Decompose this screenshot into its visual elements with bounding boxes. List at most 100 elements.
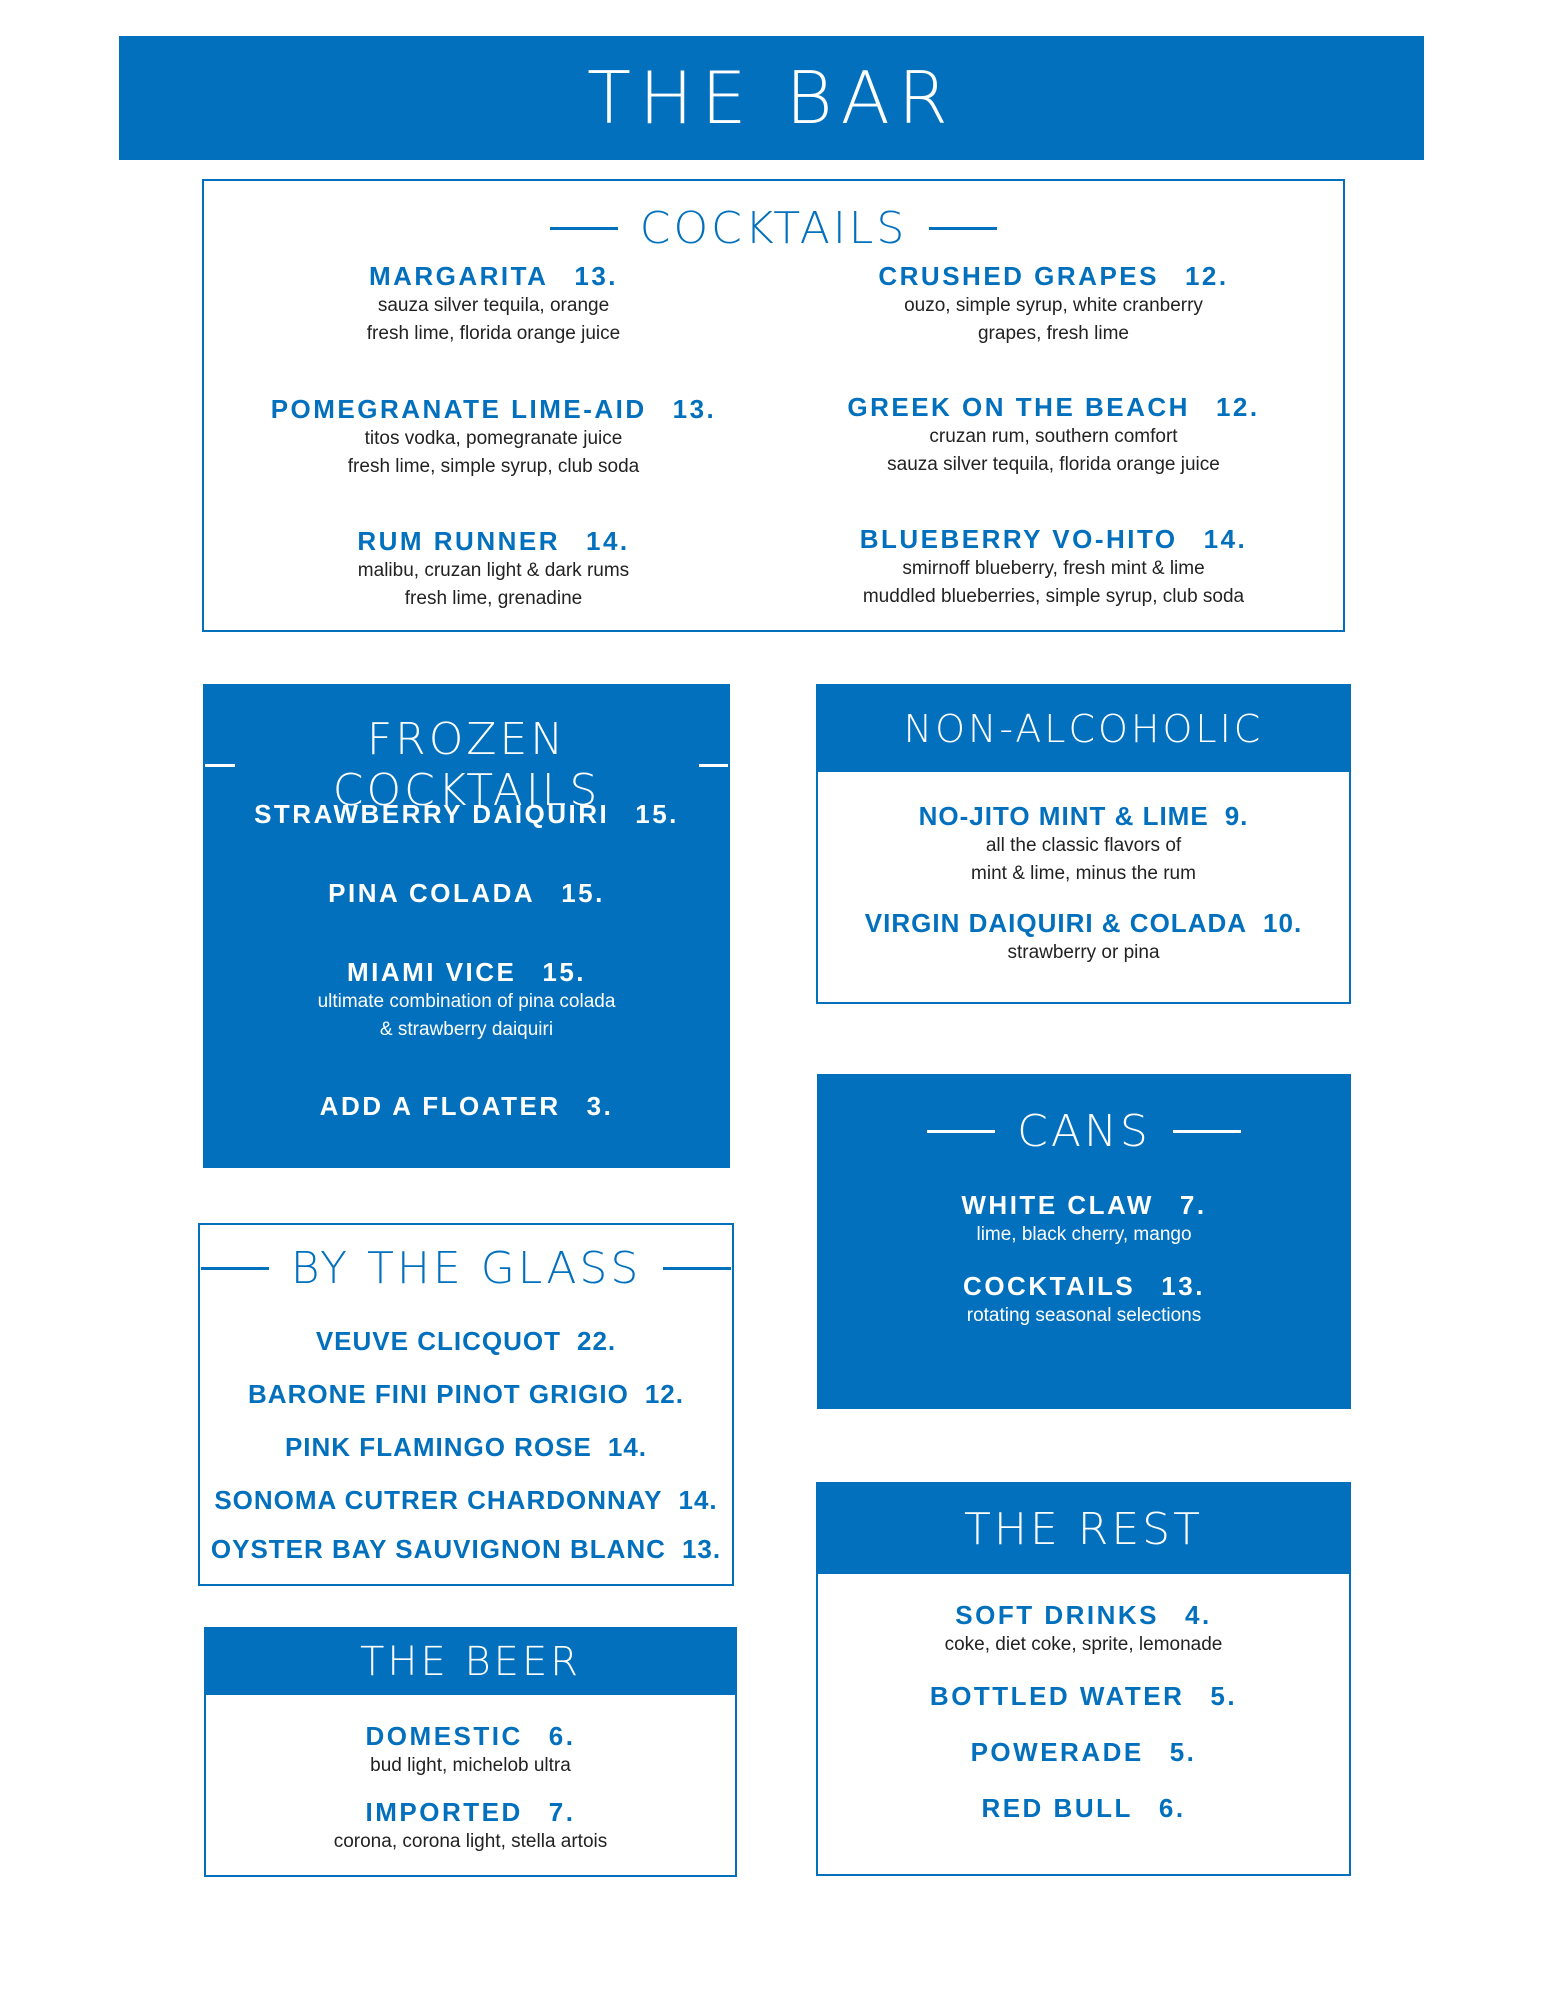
- item-name: IMPORTED: [365, 1797, 523, 1827]
- item-name: RUM RUNNER: [357, 526, 560, 556]
- item-price: 15.: [561, 878, 605, 908]
- item-name: WHITE CLAW: [961, 1190, 1154, 1220]
- item-name: BARONE FINI PINOT GRIGIO: [248, 1379, 629, 1409]
- section-title: BY THE GLASS: [290, 1243, 642, 1294]
- menu-item: OYSTER BAY SAUVIGNON BLANC 13.: [200, 1533, 732, 1565]
- divider: [698, 763, 729, 767]
- menu-item: MIAMI VICE 15. ultimate combination of pin…: [205, 956, 728, 1044]
- item-description: rotating seasonal selections: [966, 1305, 1202, 1326]
- item-price: 10.: [1263, 908, 1303, 938]
- menu-item: PINK FLAMINGO ROSE 14.: [200, 1431, 732, 1463]
- item-description: malibu, cruzan light & dark rums: [357, 560, 630, 581]
- item-description: ouzo, simple syrup, white cranberry: [904, 295, 1203, 316]
- menu-item: BLUEBERRY VO-HITO 14. smirnoff blueberry, …: [764, 523, 1343, 611]
- the-rest-section: THE REST SOFT DRINKS 4. coke, diet coke, s…: [816, 1482, 1351, 1876]
- section-title: THE REST: [964, 1503, 1203, 1555]
- item-name: POMEGRANATE LIME-AID: [270, 394, 647, 424]
- item-description: fresh lime, florida orange juice: [366, 323, 621, 344]
- item-name: MARGARITA: [368, 261, 549, 291]
- item-description: all the classic flavors of: [985, 835, 1182, 856]
- divider: [1172, 1130, 1241, 1133]
- item-description: & strawberry daiquiri: [379, 1019, 554, 1040]
- item-price: 13.: [672, 394, 717, 424]
- menu-item: PINA COLADA 15.: [205, 877, 728, 909]
- menu-item: RUM RUNNER 14. malibu, cruzan light & dark…: [204, 525, 783, 613]
- menu-item: GREEK ON THE BEACH 12. cruzan rum, souther…: [764, 391, 1343, 479]
- item-price: 12.: [1184, 261, 1229, 291]
- item-name: GREEK ON THE BEACH: [847, 392, 1190, 422]
- menu-item: IMPORTED 7. corona, corona light, stella a…: [206, 1796, 735, 1856]
- item-description: sauza silver tequila, florida orange jui…: [887, 454, 1220, 475]
- header-banner: THE BAR: [119, 36, 1424, 160]
- item-name: BOTTLED WATER: [929, 1681, 1185, 1711]
- item-price: 5.: [1169, 1737, 1197, 1767]
- menu-item: NO-JITO MINT & LIME 9. all the classic fla…: [818, 800, 1349, 888]
- menu-item: COCKTAILS 13. rotating seasonal selections: [819, 1270, 1349, 1330]
- item-price: 13.: [1161, 1271, 1205, 1301]
- item-description: titos vodka, pomegranate juice: [364, 428, 623, 449]
- divider: [205, 763, 235, 767]
- menu-item: SONOMA CUTRER CHARDONNAY 14.: [200, 1484, 732, 1516]
- item-description: fresh lime, simple syrup, club soda: [347, 456, 640, 477]
- menu-item: RED BULL 6.: [818, 1792, 1349, 1824]
- divider: [927, 1130, 996, 1133]
- item-name: ADD A FLOATER: [319, 1091, 561, 1121]
- item-price: 6.: [1158, 1793, 1186, 1823]
- item-description: coke, diet coke, sprite, lemonade: [944, 1634, 1223, 1655]
- item-price: 4.: [1185, 1600, 1212, 1630]
- item-description: corona, corona light, stella artois: [333, 1831, 608, 1852]
- item-price: 14.: [586, 526, 630, 556]
- item-description: muddled blueberries, simple syrup, club …: [862, 586, 1245, 607]
- section-title: COCKTAILS: [639, 203, 908, 254]
- item-price: 13.: [681, 1534, 722, 1564]
- divider: [663, 1267, 732, 1270]
- item-price: 9.: [1224, 801, 1249, 831]
- item-name: OYSTER BAY SAUVIGNON BLANC: [210, 1534, 666, 1564]
- item-description: ultimate combination of pina colada: [317, 991, 616, 1012]
- item-price: 14.: [1203, 524, 1248, 554]
- item-name: VIRGIN DAIQUIRI & COLADA: [864, 908, 1248, 938]
- menu-item: CRUSHED GRAPES 12. ouzo, simple syrup, whi…: [764, 260, 1343, 348]
- cans-section: CANS WHITE CLAW 7. lime, black cherry, man…: [817, 1074, 1351, 1409]
- menu-item: STRAWBERRY DAIQUIRI 15.: [205, 798, 728, 830]
- menu-item: SOFT DRINKS 4. coke, diet coke, sprite, le…: [818, 1599, 1349, 1659]
- beer-section: THE BEER DOMESTIC 6. bud light, michelob u…: [204, 1627, 737, 1877]
- item-description: fresh lime, grenadine: [404, 588, 583, 609]
- item-price: 15.: [635, 799, 679, 829]
- section-title: CANS: [1017, 1106, 1151, 1157]
- item-price: 12.: [1215, 392, 1260, 422]
- item-price: 6.: [548, 1721, 576, 1751]
- item-name: BLUEBERRY VO-HITO: [859, 524, 1178, 554]
- menu-item: VEUVE CLICQUOT 22.: [200, 1325, 732, 1357]
- divider: [200, 1267, 269, 1270]
- item-name: MIAMI VICE: [346, 957, 517, 987]
- item-name: PINA COLADA: [328, 878, 536, 908]
- item-name: CRUSHED GRAPES: [878, 261, 1159, 291]
- item-name: SOFT DRINKS: [955, 1600, 1160, 1630]
- item-name: SONOMA CUTRER CHARDONNAY: [214, 1485, 663, 1515]
- menu-item: MARGARITA 13. sauza silver tequila, orange…: [204, 260, 783, 348]
- item-name: NO-JITO MINT & LIME: [918, 801, 1209, 831]
- menu-item: VIRGIN DAIQUIRI & COLADA 10. strawberry or…: [818, 907, 1349, 967]
- non-alcoholic-section: NON-ALCOHOLIC NO-JITO MINT & LIME 9. all t…: [816, 684, 1351, 1004]
- item-description: grapes, fresh lime: [977, 323, 1129, 344]
- item-name: POWERADE: [970, 1737, 1144, 1767]
- item-description: smirnoff blueberry, fresh mint & lime: [902, 558, 1205, 579]
- item-price: 22.: [576, 1326, 617, 1356]
- item-name: VEUVE CLICQUOT: [315, 1326, 561, 1356]
- item-price: 7.: [1179, 1190, 1207, 1220]
- item-price: 3.: [586, 1091, 614, 1121]
- menu-item: WHITE CLAW 7. lime, black cherry, mango: [819, 1189, 1349, 1249]
- menu-item: BARONE FINI PINOT GRIGIO 12.: [200, 1378, 732, 1410]
- menu-item: DOMESTIC 6. bud light, michelob ultra: [206, 1720, 735, 1780]
- by-the-glass-section: BY THE GLASS VEUVE CLICQUOT 22. BARONE FIN…: [198, 1223, 734, 1586]
- item-price: 5.: [1210, 1681, 1238, 1711]
- menu-item: POWERADE 5.: [818, 1736, 1349, 1768]
- item-description: strawberry or pina: [1007, 942, 1160, 963]
- divider: [929, 227, 998, 230]
- section-title: THE BEER: [359, 1639, 582, 1685]
- divider: [549, 227, 618, 230]
- item-name: PINK FLAMINGO ROSE: [284, 1432, 592, 1462]
- item-name: DOMESTIC: [365, 1721, 523, 1751]
- item-price: 7.: [548, 1797, 576, 1827]
